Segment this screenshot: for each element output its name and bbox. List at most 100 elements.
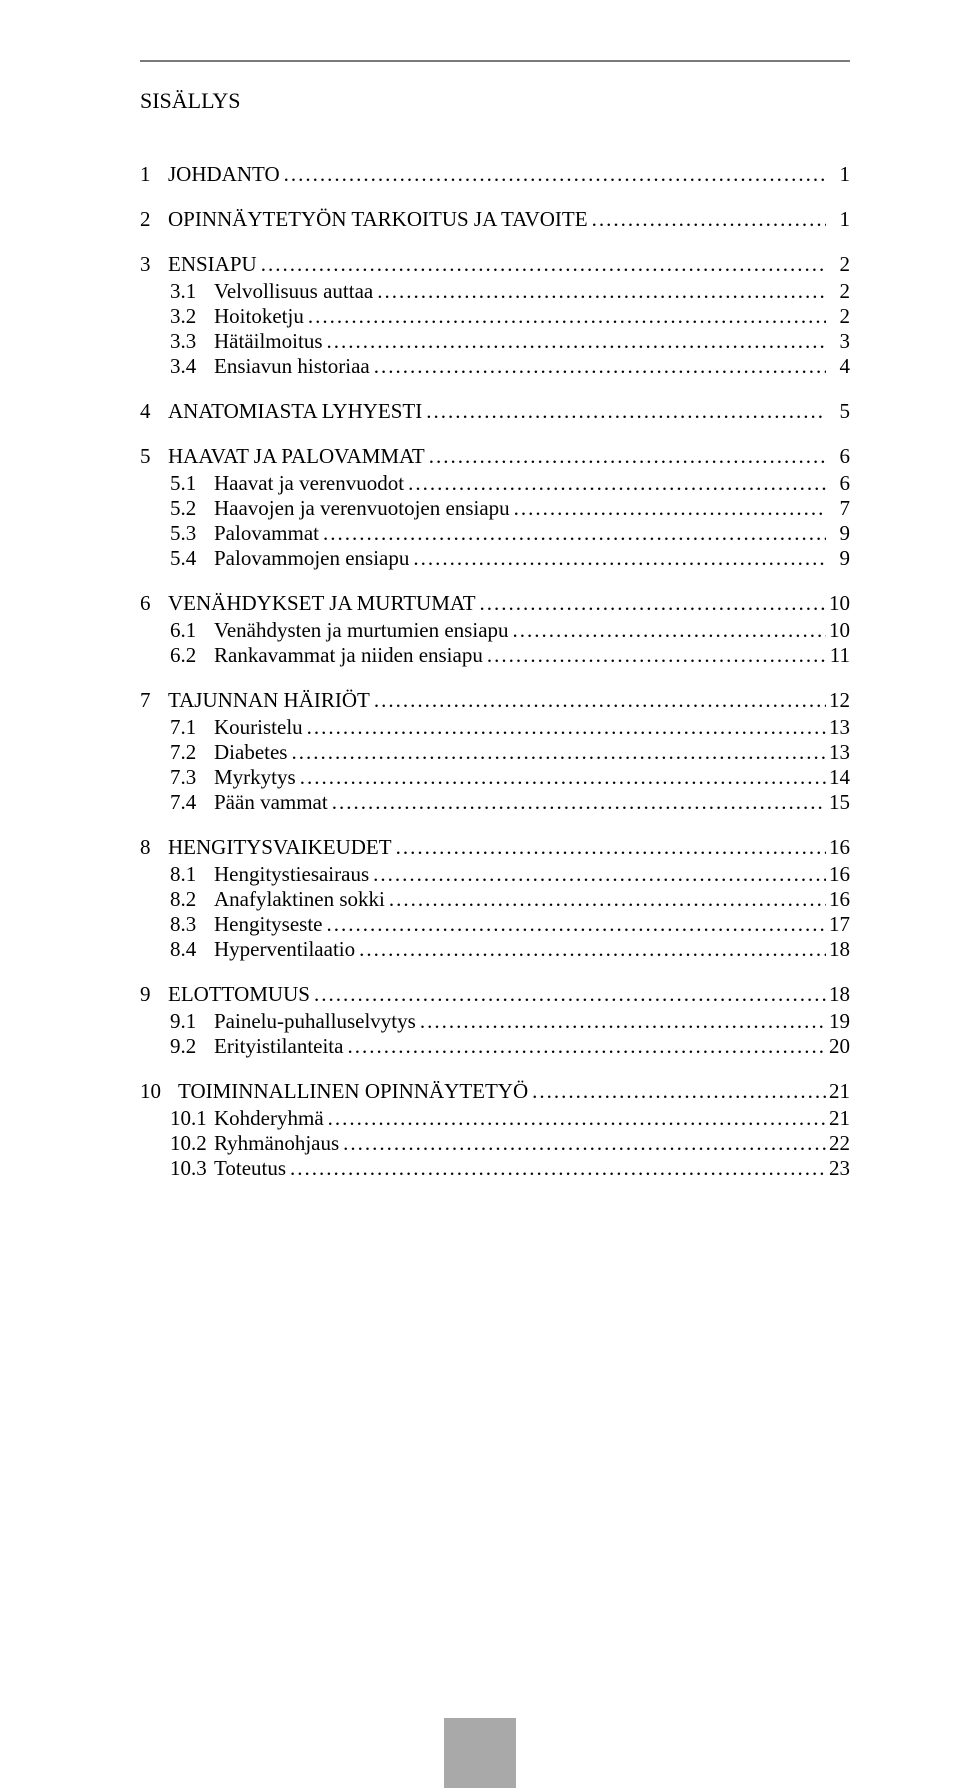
toc-subsection-text: Haavojen ja verenvuotojen ensiapu xyxy=(214,496,510,520)
toc-page-number: 9 xyxy=(826,546,850,571)
toc-leader xyxy=(373,279,826,304)
toc-subsection-text: Ryhmänohjaus xyxy=(214,1131,339,1155)
toc-subsection-number: 9.2 xyxy=(170,1034,214,1059)
toc-subsection-row: 8.3Hengityseste17 xyxy=(140,912,850,937)
toc-subsection-text: Venähdysten ja murtumien ensiapu xyxy=(214,618,509,642)
toc-page-number: 13 xyxy=(826,715,850,740)
toc-subsection-row: 5.4Palovammojen ensiapu 9 xyxy=(140,546,850,571)
toc-subsection-row: 3.1Velvollisuus auttaa2 xyxy=(140,279,850,304)
toc-section-text: HAAVAT JA PALOVAMMAT xyxy=(168,444,425,468)
toc-subsection-text: Pään vammat xyxy=(214,790,328,814)
toc-page-number: 5 xyxy=(826,399,850,424)
toc-leader xyxy=(280,162,826,187)
toc-page-number: 15 xyxy=(826,790,850,815)
toc-subsection-row: 8.4Hyperventilaatio18 xyxy=(140,937,850,962)
toc-subsection-number: 3.4 xyxy=(170,354,214,379)
toc-section-row: 6VENÄHDYKSET JA MURTUMAT 10 xyxy=(140,591,850,616)
toc-section-label: 5HAAVAT JA PALOVAMMAT xyxy=(140,444,425,469)
toc-subsection-row: 8.2Anafylaktinen sokki 16 xyxy=(140,887,850,912)
toc-page-number: 1 xyxy=(826,162,850,187)
toc-page-number: 4 xyxy=(826,354,850,379)
toc-section-label: 8HENGITYSVAIKEUDET xyxy=(140,835,392,860)
toc-subsection-number: 6.1 xyxy=(170,618,214,643)
toc-subsection-label: 8.3Hengityseste xyxy=(170,912,322,937)
toc-subsection-row: 7.2Diabetes 13 xyxy=(140,740,850,765)
toc-page-number: 10 xyxy=(826,618,850,643)
toc-subsection-number: 3.3 xyxy=(170,329,214,354)
toc-subsection-text: Ensiavun historiaa xyxy=(214,354,370,378)
toc-subsection-number: 7.1 xyxy=(170,715,214,740)
toc-subsection-text: Haavat ja verenvuodot xyxy=(214,471,404,495)
toc-subsection-number: 8.2 xyxy=(170,887,214,912)
toc-section-text: OPINNÄYTETYÖN TARKOITUS JA TAVOITE xyxy=(168,207,588,231)
toc-subsection-row: 9.2Erityistilanteita20 xyxy=(140,1034,850,1059)
toc-section-number: 8 xyxy=(140,835,168,860)
toc-subsection-row: 6.1Venähdysten ja murtumien ensiapu 10 xyxy=(140,618,850,643)
toc-subsection-text: Velvollisuus auttaa xyxy=(214,279,373,303)
toc-section-row: 3ENSIAPU2 xyxy=(140,252,850,277)
toc-section-row: 8HENGITYSVAIKEUDET 16 xyxy=(140,835,850,860)
toc-subsection-number: 10.2 xyxy=(170,1131,214,1156)
toc-subsection-text: Hengityseste xyxy=(214,912,322,936)
toc-subsection-number: 10.3 xyxy=(170,1156,214,1181)
toc-page-number: 13 xyxy=(826,740,850,765)
toc-subsection-label: 7.2Diabetes xyxy=(170,740,287,765)
toc-section-row: 9ELOTTOMUUS18 xyxy=(140,982,850,1007)
toc-page-number: 23 xyxy=(826,1156,850,1181)
toc-leader xyxy=(422,399,826,424)
toc-subsection-label: 8.2Anafylaktinen sokki xyxy=(170,887,385,912)
toc-section-number: 6 xyxy=(140,591,168,616)
toc-subsection-text: Hengitystiesairaus xyxy=(214,862,369,886)
toc-section-number: 9 xyxy=(140,982,168,1007)
toc-section-label: 1JOHDANTO xyxy=(140,162,280,187)
toc-subsection-number: 7.3 xyxy=(170,765,214,790)
toc-page-number: 16 xyxy=(826,887,850,912)
toc-section-label: 2OPINNÄYTETYÖN TARKOITUS JA TAVOITE xyxy=(140,207,588,232)
toc-page-number: 1 xyxy=(826,207,850,232)
toc-leader xyxy=(476,591,826,616)
toc-subsection-label: 9.1Painelu-puhalluselvytys xyxy=(170,1009,416,1034)
toc-subsection-label: 10.2Ryhmänohjaus xyxy=(170,1131,339,1156)
toc-section-label: 9ELOTTOMUUS xyxy=(140,982,310,1007)
toc-section-number: 7 xyxy=(140,688,168,713)
toc-subsection-text: Hyperventilaatio xyxy=(214,937,355,961)
toc-leader xyxy=(324,1106,826,1131)
toc-leader xyxy=(416,1009,826,1034)
toc-subsection-label: 3.3Hätäilmoitus xyxy=(170,329,323,354)
toc-subsection-row: 9.1Painelu-puhalluselvytys19 xyxy=(140,1009,850,1034)
toc-subsection-row: 7.3Myrkytys 14 xyxy=(140,765,850,790)
toc-section-number: 2 xyxy=(140,207,168,232)
toc-subsection-label: 9.2Erityistilanteita xyxy=(170,1034,343,1059)
toc-leader xyxy=(343,1034,826,1059)
toc-subsection-text: Palovammojen ensiapu xyxy=(214,546,409,570)
toc-subsection-number: 5.2 xyxy=(170,496,214,521)
toc-subsection-row: 7.4Pään vammat 15 xyxy=(140,790,850,815)
toc-leader xyxy=(310,982,826,1007)
toc-subsection-number: 6.2 xyxy=(170,643,214,668)
toc-subsection-row: 10.3Toteutus23 xyxy=(140,1156,850,1181)
toc-leader xyxy=(286,1156,826,1181)
toc-section-number: 1 xyxy=(140,162,168,187)
toc-subsection-row: 6.2Rankavammat ja niiden ensiapu11 xyxy=(140,643,850,668)
toc-subsection-number: 5.4 xyxy=(170,546,214,571)
toc-section-row: 10TOIMINNALLINEN OPINNÄYTETYÖ21 xyxy=(140,1079,850,1104)
document-page: SISÄLLYS 1JOHDANTO12OPINNÄYTETYÖN TARKOI… xyxy=(0,0,960,1788)
toc-subsection-text: Myrkytys xyxy=(214,765,296,789)
toc-subsection-label: 7.3Myrkytys xyxy=(170,765,296,790)
toc-section-label: 7TAJUNNAN HÄIRIÖT xyxy=(140,688,370,713)
toc-subsection-label: 7.4Pään vammat xyxy=(170,790,328,815)
toc-section-row: 4ANATOMIASTA LYHYESTI 5 xyxy=(140,399,850,424)
toc-leader xyxy=(483,643,826,668)
toc-leader xyxy=(528,1079,826,1104)
footer-block xyxy=(444,1718,516,1788)
toc-subsection-row: 5.3Palovammat9 xyxy=(140,521,850,546)
toc-page-number: 16 xyxy=(826,835,850,860)
toc-subsection-label: 6.2Rankavammat ja niiden ensiapu xyxy=(170,643,483,668)
toc-page-number: 10 xyxy=(826,591,850,616)
toc-page-number: 14 xyxy=(826,765,850,790)
toc-section-number: 4 xyxy=(140,399,168,424)
toc-leader xyxy=(425,444,826,469)
toc-section-text: ANATOMIASTA LYHYESTI xyxy=(168,399,422,423)
toc-section-text: VENÄHDYKSET JA MURTUMAT xyxy=(168,591,476,615)
toc-subsection-number: 7.4 xyxy=(170,790,214,815)
